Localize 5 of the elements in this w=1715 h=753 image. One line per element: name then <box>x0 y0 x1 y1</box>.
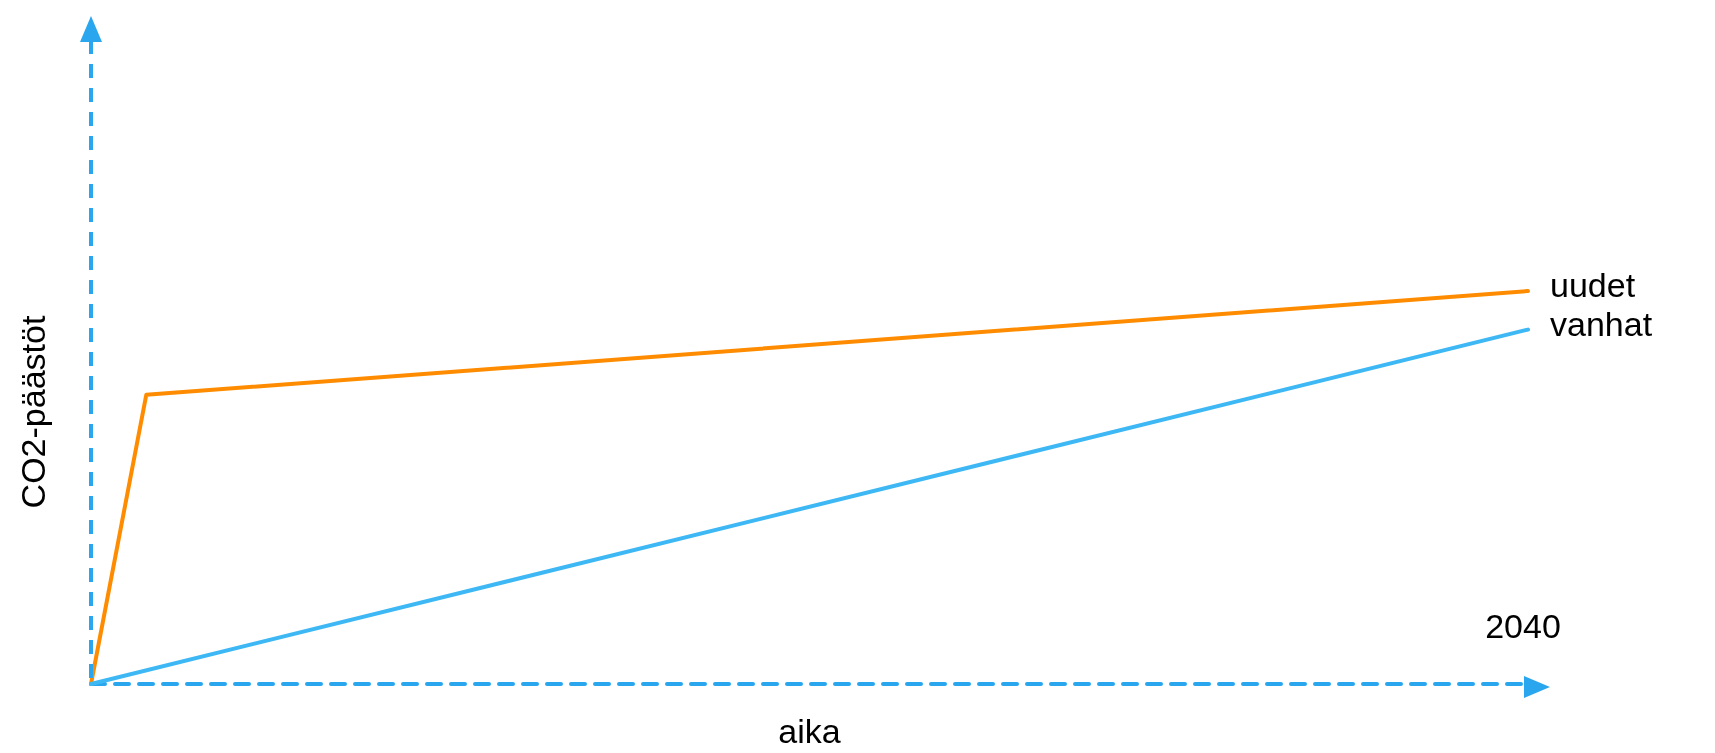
series-label: vanhat <box>1550 304 1653 343</box>
annotation: 2040 <box>1485 607 1561 646</box>
x-axis-title: aika <box>778 712 841 750</box>
y-axis-title: CO2-päästöt <box>14 315 53 508</box>
series-label: uudet <box>1550 266 1636 305</box>
